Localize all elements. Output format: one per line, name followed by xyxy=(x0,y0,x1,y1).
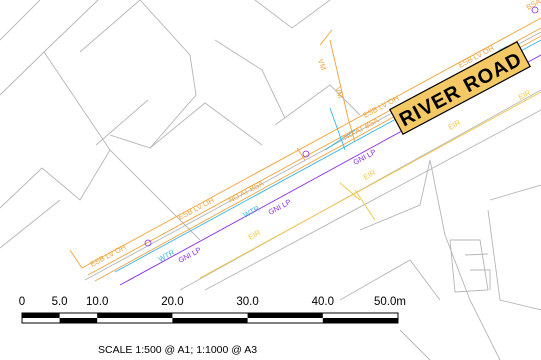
scale-tick-label: 10.0 xyxy=(86,296,108,308)
gas-label: GNI LP xyxy=(267,197,293,216)
parcel-outline xyxy=(254,0,331,29)
eir-label: EIR xyxy=(517,88,533,102)
vm-label: VM xyxy=(333,86,345,99)
bsa-label: BSA xyxy=(525,0,541,12)
building-outline xyxy=(149,102,263,149)
parcel-outline xyxy=(0,199,61,249)
building-outline xyxy=(79,0,197,149)
scale-tick-label: 20.0 xyxy=(161,296,183,308)
parcel-outline xyxy=(0,0,99,96)
parcel-outline xyxy=(214,39,286,119)
parcel-outline xyxy=(43,51,201,241)
scale-segment xyxy=(172,318,248,323)
utility-symbols xyxy=(144,6,539,247)
building-outline xyxy=(487,209,541,311)
road-label-background xyxy=(389,41,531,135)
eir-lines xyxy=(199,91,541,279)
valve-symbol xyxy=(144,239,152,247)
parcel-outline xyxy=(339,259,441,301)
eir-label: EIR xyxy=(247,228,263,242)
vm-label: VM xyxy=(316,58,328,71)
scale-segments xyxy=(21,312,399,324)
scale-segment xyxy=(322,318,398,323)
gas-label: GNI LP xyxy=(352,147,378,166)
parcel-outline xyxy=(274,84,361,126)
water-label: WTR xyxy=(157,248,177,264)
road-label: RIVER ROAD xyxy=(389,41,531,135)
valve-symbol xyxy=(302,150,310,158)
scale-tick-labels: 0 5.0 10.0 20.0 30.0 40.0 50.0m xyxy=(19,296,406,308)
building-outline xyxy=(470,269,491,290)
building-outline xyxy=(449,239,489,293)
building-outline xyxy=(429,159,501,360)
scale-note: SCALE 1:500 @ A1; 1:1000 @ A3 xyxy=(98,344,257,356)
parcel-outline xyxy=(399,329,431,360)
scale-segment xyxy=(59,318,98,323)
building-outline xyxy=(489,184,541,201)
gas-label: GNI LP xyxy=(177,245,203,264)
road-edge xyxy=(204,109,541,291)
building-outline xyxy=(464,253,489,256)
scale-segment xyxy=(22,313,60,318)
scale-tick-label: 0 xyxy=(19,296,25,308)
eir-label: EIR xyxy=(447,118,463,132)
eir-label: EIR xyxy=(362,168,378,182)
valve-symbol xyxy=(531,6,539,14)
building-outline xyxy=(95,99,149,146)
scale-tick-label: 5.0 xyxy=(52,296,68,308)
utility-labels: ESB LV OH ESB LV OH ESB LV OH ESB LV OH … xyxy=(89,0,541,269)
parcel-outline xyxy=(359,159,431,231)
scale-tick-label: 50.0m xyxy=(374,296,406,308)
water-label: WTR xyxy=(242,204,262,220)
scale-segment xyxy=(97,313,173,318)
parcel-outline xyxy=(0,0,41,41)
scale-bar: 0 5.0 10.0 20.0 30.0 40.0 50.0m SCALE 1:500 @ … xyxy=(19,296,406,356)
scale-segment xyxy=(247,313,323,318)
esb-label: ESB LV OH xyxy=(89,242,128,268)
parcel-outline xyxy=(0,149,111,209)
scale-tick-label: 40.0 xyxy=(312,296,334,308)
scale-tick-label: 30.0 xyxy=(236,296,258,308)
